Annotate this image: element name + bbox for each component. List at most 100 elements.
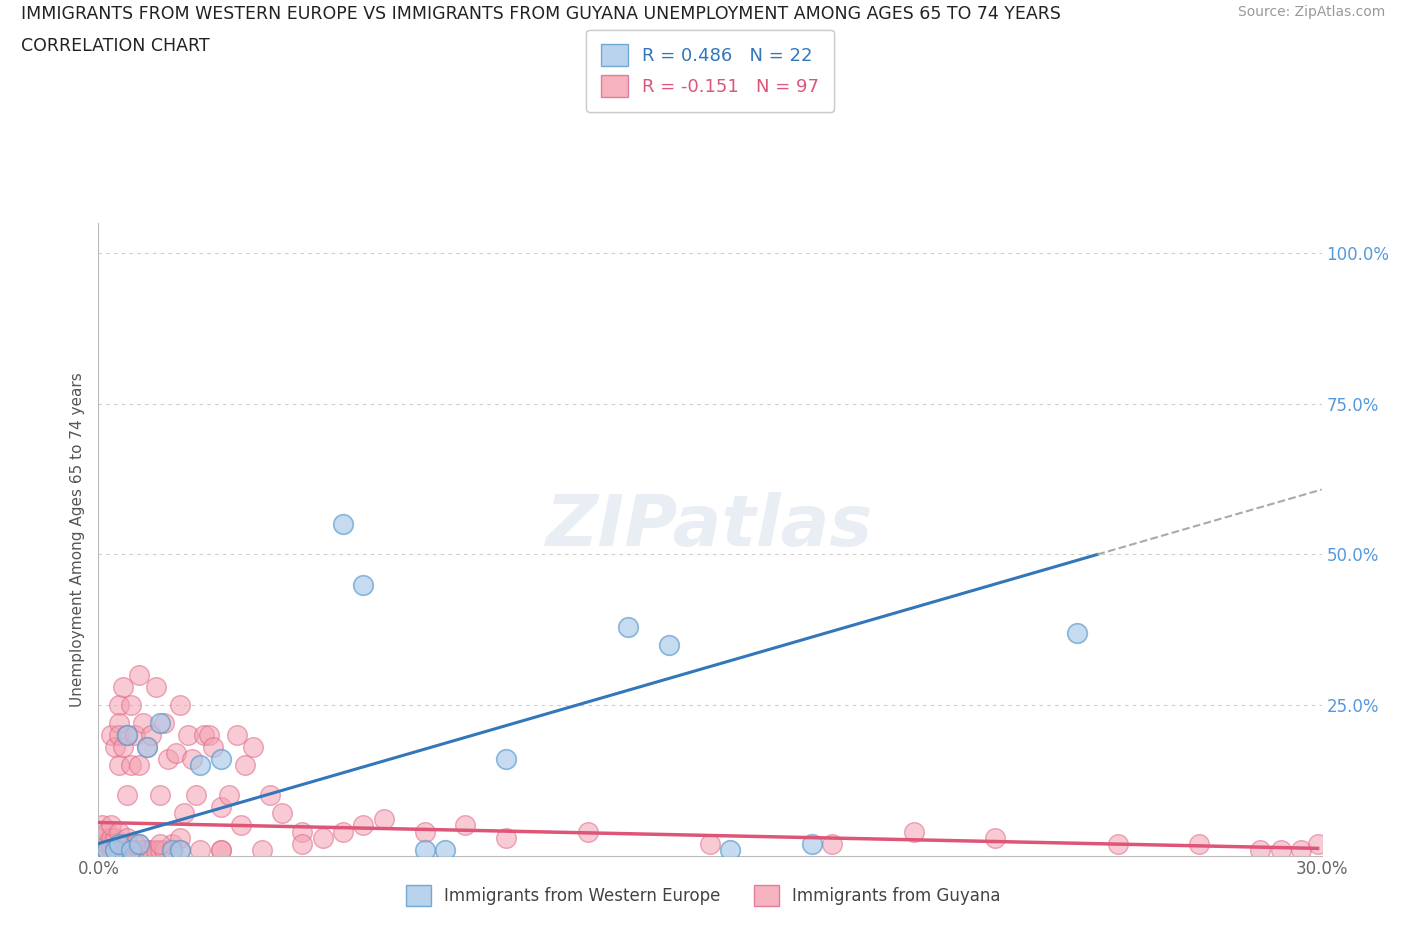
Point xyxy=(149,843,172,857)
Point xyxy=(128,843,150,857)
Point xyxy=(115,843,138,857)
Point xyxy=(104,843,127,857)
Y-axis label: Unemployment Among Ages 65 to 74 years: Unemployment Among Ages 65 to 74 years xyxy=(70,372,86,707)
Point xyxy=(149,716,172,731)
Point xyxy=(108,843,131,857)
Point xyxy=(108,698,131,712)
Point xyxy=(197,727,219,742)
Point xyxy=(413,824,436,839)
Point xyxy=(132,843,155,857)
Point xyxy=(111,843,134,857)
Point xyxy=(250,843,273,857)
Point xyxy=(658,637,681,652)
Point xyxy=(169,843,191,857)
Point xyxy=(169,830,191,845)
Point xyxy=(332,824,354,839)
Point xyxy=(128,836,150,851)
Point xyxy=(169,843,191,857)
Point xyxy=(699,836,721,851)
Point xyxy=(124,836,146,851)
Point xyxy=(136,843,159,857)
Point xyxy=(1306,836,1329,851)
Point xyxy=(100,836,122,851)
Point xyxy=(209,843,232,857)
Point xyxy=(91,830,114,845)
Point xyxy=(115,830,138,845)
Point xyxy=(1291,843,1313,857)
Text: CORRELATION CHART: CORRELATION CHART xyxy=(21,37,209,55)
Point xyxy=(181,751,204,766)
Point xyxy=(141,727,163,742)
Point xyxy=(120,843,142,857)
Point xyxy=(108,727,131,742)
Point xyxy=(1270,843,1292,857)
Point xyxy=(495,830,517,845)
Point xyxy=(1107,836,1129,851)
Point xyxy=(291,836,314,851)
Point xyxy=(128,836,150,851)
Point xyxy=(617,619,640,634)
Point xyxy=(231,818,253,833)
Point xyxy=(165,746,187,761)
Point xyxy=(903,824,925,839)
Point xyxy=(312,830,335,845)
Point xyxy=(104,739,127,754)
Point xyxy=(160,836,183,851)
Point xyxy=(156,751,179,766)
Point xyxy=(169,698,191,712)
Point xyxy=(720,843,742,857)
Point xyxy=(96,836,118,851)
Point xyxy=(124,727,146,742)
Point xyxy=(1249,843,1271,857)
Point xyxy=(141,843,163,857)
Point xyxy=(145,680,167,695)
Point xyxy=(801,836,824,851)
Legend: Immigrants from Western Europe, Immigrants from Guyana: Immigrants from Western Europe, Immigran… xyxy=(399,879,1007,912)
Point xyxy=(108,758,131,773)
Point xyxy=(115,727,138,742)
Point xyxy=(124,843,146,857)
Point xyxy=(821,836,844,851)
Point xyxy=(152,716,174,731)
Point xyxy=(96,843,118,857)
Point xyxy=(209,843,232,857)
Point xyxy=(226,727,249,742)
Point xyxy=(108,824,131,839)
Legend: R = 0.486   N = 22, R = -0.151   N = 97: R = 0.486 N = 22, R = -0.151 N = 97 xyxy=(586,30,834,112)
Point xyxy=(291,824,314,839)
Point xyxy=(145,843,167,857)
Point xyxy=(209,751,232,766)
Point xyxy=(149,788,172,803)
Point xyxy=(259,788,281,803)
Point xyxy=(201,739,224,754)
Point xyxy=(96,824,118,839)
Point xyxy=(91,843,114,857)
Point xyxy=(332,517,354,532)
Point xyxy=(177,727,200,742)
Point xyxy=(373,812,395,827)
Point xyxy=(576,824,599,839)
Point xyxy=(128,758,150,773)
Point xyxy=(115,788,138,803)
Point xyxy=(242,739,264,754)
Point xyxy=(120,843,142,857)
Text: IMMIGRANTS FROM WESTERN EUROPE VS IMMIGRANTS FROM GUYANA UNEMPLOYMENT AMONG AGES: IMMIGRANTS FROM WESTERN EUROPE VS IMMIGR… xyxy=(21,5,1062,22)
Point xyxy=(209,800,232,815)
Text: Source: ZipAtlas.com: Source: ZipAtlas.com xyxy=(1237,5,1385,19)
Point xyxy=(111,836,134,851)
Point xyxy=(495,751,517,766)
Point xyxy=(91,818,114,833)
Point xyxy=(96,843,118,857)
Point xyxy=(120,758,142,773)
Point xyxy=(108,716,131,731)
Point xyxy=(120,698,142,712)
Point xyxy=(100,843,122,857)
Point xyxy=(100,727,122,742)
Point xyxy=(1188,836,1211,851)
Point xyxy=(1066,625,1088,640)
Point xyxy=(188,758,212,773)
Point xyxy=(352,818,374,833)
Point xyxy=(193,727,215,742)
Point xyxy=(188,843,212,857)
Point xyxy=(111,680,134,695)
